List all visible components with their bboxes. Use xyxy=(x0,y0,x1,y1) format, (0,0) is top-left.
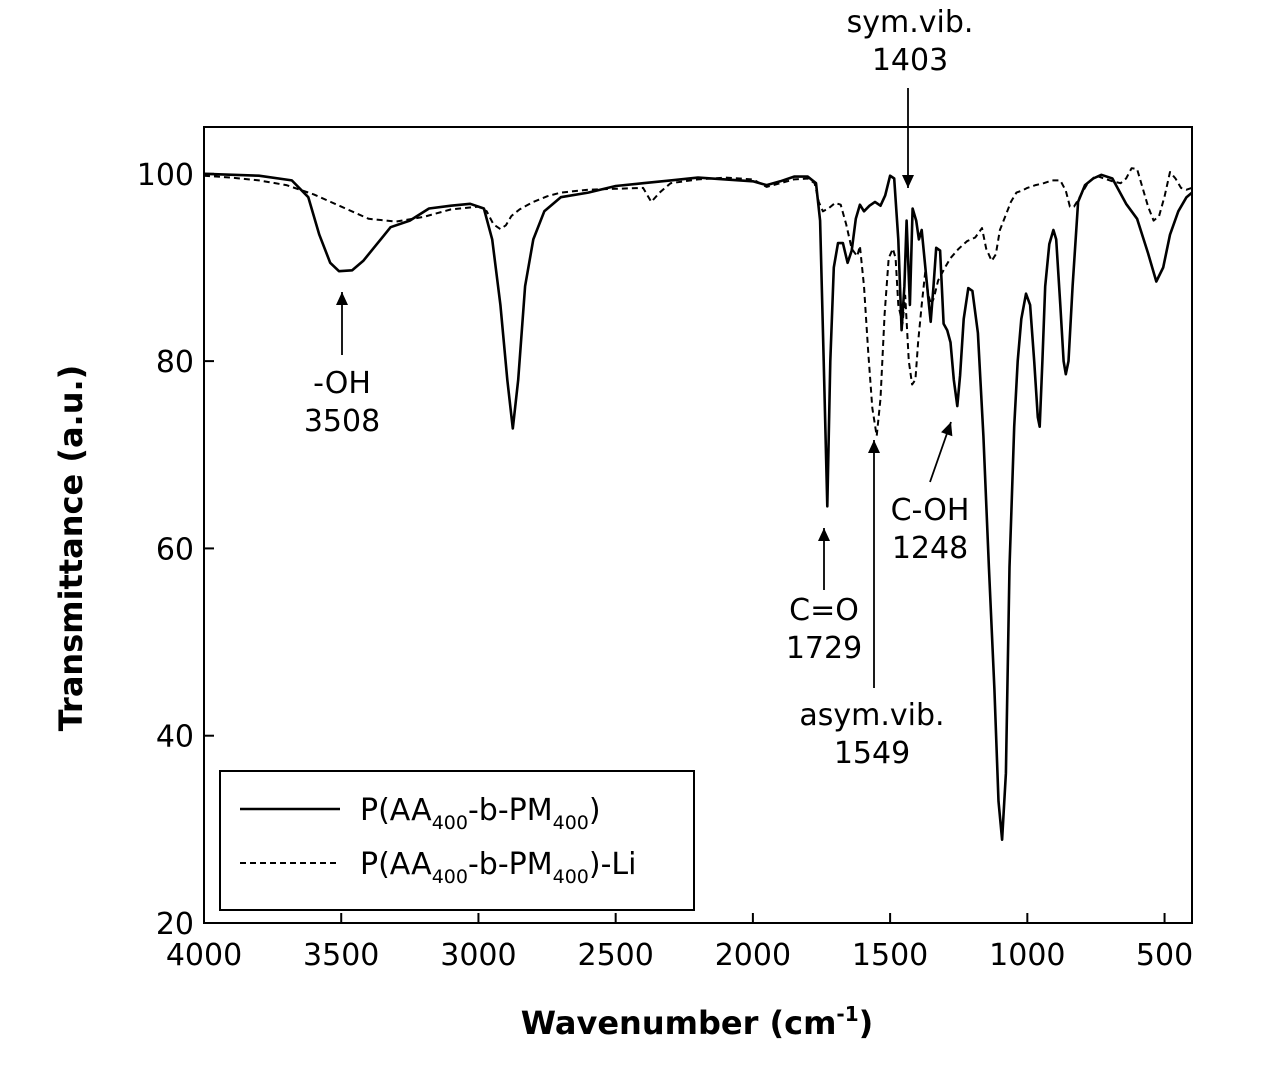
legend-dashed-part-2: -b-PM xyxy=(468,847,553,882)
y-tick-label-60: 60 xyxy=(156,532,194,567)
annotation-label-3508: -OH xyxy=(313,366,371,401)
legend-solid-part-1: P(AA xyxy=(360,793,432,828)
legend-label-dashed: P(AA400-b-PM400)-Li xyxy=(360,847,636,888)
plot-frame xyxy=(203,126,1193,924)
legend-solid-part-2: -b-PM xyxy=(468,793,553,828)
annotation-arrowhead-1729 xyxy=(818,528,830,541)
x-tick-label-2000: 2000 xyxy=(715,938,791,973)
x-tick-label-3000: 3000 xyxy=(440,938,516,973)
x-tick-label-3500: 3500 xyxy=(303,938,379,973)
annotation-value-1248: 1248 xyxy=(892,531,968,566)
annotation-arrowhead-1549 xyxy=(868,440,880,453)
x-tick-label-500: 500 xyxy=(1136,938,1193,973)
y-tick-label-20: 20 xyxy=(156,907,194,942)
annotation-arrowhead-1403 xyxy=(902,175,914,188)
annotation-value-3508: 3508 xyxy=(304,404,380,439)
annotation-label-1729: C=O xyxy=(789,593,859,628)
legend-dashed-sub-1: 400 xyxy=(432,866,468,888)
x-tick-label-2500: 2500 xyxy=(577,938,653,973)
x-axis-title-close: ) xyxy=(859,1004,874,1042)
x-tick-label-4000: 4000 xyxy=(166,938,242,973)
x-tick-label-1000: 1000 xyxy=(989,938,1065,973)
legend-box xyxy=(219,770,695,911)
annotation-value-1403: 1403 xyxy=(872,43,948,78)
annotation-arrowhead-1248 xyxy=(941,422,953,437)
legend-dashed-part-3: )-Li xyxy=(589,847,637,882)
x-axis-title-superscript: -1 xyxy=(836,1002,858,1026)
series-line-lithiated xyxy=(203,167,1193,437)
y-tick-label-80: 80 xyxy=(156,345,194,380)
x-tick-label-1500: 1500 xyxy=(852,938,928,973)
annotation-arrowhead-3508 xyxy=(336,292,348,305)
y-axis-title: Transmittance (a.u.) xyxy=(52,365,90,732)
annotation-value-1549: 1549 xyxy=(834,736,910,771)
legend: P(AA400-b-PM400) P(AA400-b-PM400)-Li xyxy=(219,770,695,911)
x-axis-title: Wavenumber (cm-1) xyxy=(521,1002,874,1042)
y-tick-label-40: 40 xyxy=(156,720,194,755)
annotation-value-1729: 1729 xyxy=(786,631,862,666)
annotation-label-1248: C-OH xyxy=(891,493,970,528)
legend-solid-sub-1: 400 xyxy=(432,812,468,834)
y-tick-label-100: 100 xyxy=(137,158,194,193)
plot-area: 4000 3500 3000 2500 2000 1500 1000 500 20 40 60 80 1… xyxy=(137,126,1193,973)
legend-label-solid: P(AA400-b-PM400) xyxy=(360,793,601,834)
annotation-label-1549: asym.vib. xyxy=(799,698,944,733)
series-line-base xyxy=(203,172,1193,841)
annotation-label-1403: sym.vib. xyxy=(847,5,974,40)
legend-dashed-part-1: P(AA xyxy=(360,847,432,882)
legend-dashed-sub-2: 400 xyxy=(553,866,589,888)
legend-solid-part-3: ) xyxy=(589,793,601,828)
legend-solid-sub-2: 400 xyxy=(553,812,589,834)
series-layer xyxy=(203,167,1193,841)
x-axis-title-main: Wavenumber (cm xyxy=(521,1004,837,1042)
